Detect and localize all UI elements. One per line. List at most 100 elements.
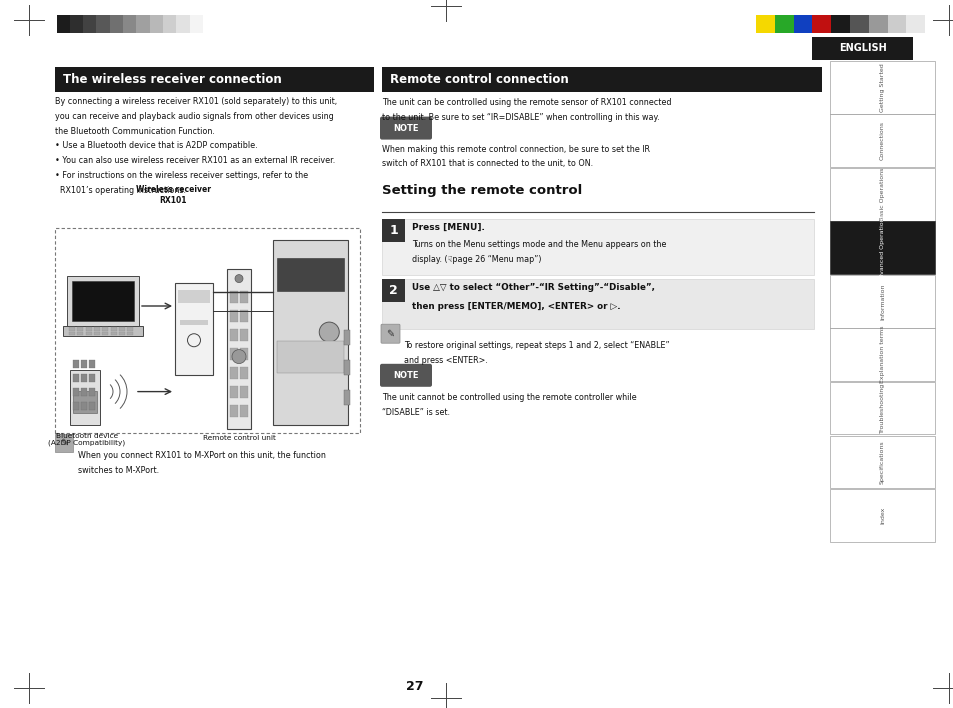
Bar	[273, 239, 348, 425]
Bar	[344, 389, 350, 404]
FancyBboxPatch shape	[379, 117, 432, 139]
Bar	[812, 14, 830, 33]
Text: The unit can be controlled using the remote sensor of RX101 connected: The unit can be controlled using the rem…	[381, 98, 671, 107]
Bar	[381, 219, 813, 275]
Bar	[178, 290, 210, 304]
Text: ✎: ✎	[386, 329, 395, 338]
Bar	[240, 329, 248, 341]
Text: “DISABLE” is set.: “DISABLE” is set.	[381, 408, 450, 416]
Bar	[163, 14, 176, 33]
Bar	[55, 227, 359, 433]
Text: Remote control connection: Remote control connection	[390, 73, 568, 86]
Bar	[240, 386, 248, 398]
Text: 2: 2	[389, 284, 397, 297]
Bar	[240, 404, 248, 416]
Bar	[230, 404, 237, 416]
Bar	[89, 387, 95, 396]
Bar	[81, 360, 87, 367]
Bar	[102, 328, 108, 331]
Bar	[829, 168, 934, 220]
Bar	[240, 348, 248, 360]
Bar	[77, 328, 83, 331]
Text: ✎: ✎	[60, 438, 68, 447]
Bar	[381, 219, 405, 242]
Bar	[829, 329, 934, 381]
Bar	[111, 328, 116, 331]
Bar	[230, 348, 237, 360]
Bar	[93, 328, 100, 331]
Bar	[905, 14, 924, 33]
Bar	[868, 14, 886, 33]
Circle shape	[232, 350, 246, 364]
Text: Basic Operations: Basic Operations	[879, 168, 884, 221]
Bar	[829, 435, 934, 488]
Text: 1: 1	[389, 224, 397, 237]
Bar	[123, 14, 136, 33]
Text: RX101’s operating instructions.: RX101’s operating instructions.	[55, 185, 186, 195]
Text: switches to M-XPort.: switches to M-XPort.	[78, 466, 159, 474]
Bar	[136, 14, 150, 33]
Text: The unit cannot be controlled using the remote controller while: The unit cannot be controlled using the …	[381, 393, 636, 402]
Bar	[71, 281, 133, 321]
Text: The wireless receiver connection: The wireless receiver connection	[63, 73, 281, 86]
Text: you can receive and playback audio signals from other devices using: you can receive and playback audio signa…	[55, 112, 334, 121]
Bar	[89, 360, 95, 367]
Text: Press [MENU].: Press [MENU].	[412, 223, 484, 232]
Bar	[381, 119, 430, 137]
Text: By connecting a wireless receiver RX101 (sold separately) to this unit,: By connecting a wireless receiver RX101 …	[55, 97, 336, 106]
Text: When making this remote control connection, be sure to set the IR: When making this remote control connecti…	[381, 144, 649, 154]
Text: To restore original settings, repeat steps 1 and 2, select “ENABLE”: To restore original settings, repeat ste…	[403, 341, 669, 350]
Bar	[150, 14, 163, 33]
Bar	[83, 14, 96, 33]
Text: Advanced Operations: Advanced Operations	[879, 214, 884, 282]
Circle shape	[234, 275, 243, 282]
Bar	[69, 328, 75, 331]
Bar	[63, 326, 143, 336]
Bar	[276, 258, 344, 292]
Bar	[829, 115, 934, 167]
Text: Turns on the Menu settings mode and the Menu appears on the: Turns on the Menu settings mode and the …	[412, 240, 666, 249]
Bar	[227, 268, 251, 428]
Bar	[755, 14, 774, 33]
Bar	[344, 330, 350, 345]
Bar	[73, 391, 97, 413]
Bar	[96, 14, 110, 33]
Bar	[111, 332, 116, 335]
Bar	[240, 290, 248, 302]
Bar	[127, 332, 133, 335]
Bar	[793, 14, 812, 33]
Bar	[73, 374, 79, 382]
Text: • For instructions on the wireless receiver settings, refer to the: • For instructions on the wireless recei…	[55, 171, 308, 180]
Text: switch of RX101 that is connected to the unit, to ON.: switch of RX101 that is connected to the…	[381, 159, 593, 169]
Bar	[174, 283, 213, 375]
Bar	[55, 433, 73, 452]
Text: Getting Started: Getting Started	[879, 63, 884, 112]
Text: Remote control unit: Remote control unit	[202, 435, 275, 440]
Text: Bluetooth device
(A2DP Compatibility): Bluetooth device (A2DP Compatibility)	[49, 433, 126, 446]
Text: ENGLISH: ENGLISH	[838, 43, 885, 53]
Bar	[119, 332, 125, 335]
Bar	[240, 367, 248, 379]
Bar	[230, 386, 237, 398]
Bar	[73, 401, 79, 410]
Bar	[69, 332, 75, 335]
FancyBboxPatch shape	[380, 324, 399, 343]
Text: Information: Information	[879, 283, 884, 319]
Bar	[67, 276, 139, 326]
Bar	[230, 309, 237, 321]
Bar	[77, 332, 83, 335]
Bar	[119, 328, 125, 331]
Bar	[70, 370, 100, 425]
Bar	[93, 332, 100, 335]
Bar	[849, 14, 868, 33]
Text: and press <ENTER>.: and press <ENTER>.	[403, 356, 487, 365]
Bar	[73, 387, 79, 396]
Text: • You can also use wireless receiver RX101 as an external IR receiver.: • You can also use wireless receiver RX1…	[55, 156, 335, 165]
Bar	[381, 279, 405, 302]
Bar	[102, 332, 108, 335]
Bar	[230, 367, 237, 379]
Text: then press [ENTER/MEMO], <ENTER> or ▷.: then press [ENTER/MEMO], <ENTER> or ▷.	[412, 302, 620, 311]
Bar	[127, 328, 133, 331]
Bar	[230, 329, 237, 341]
Text: Index: Index	[879, 506, 884, 524]
